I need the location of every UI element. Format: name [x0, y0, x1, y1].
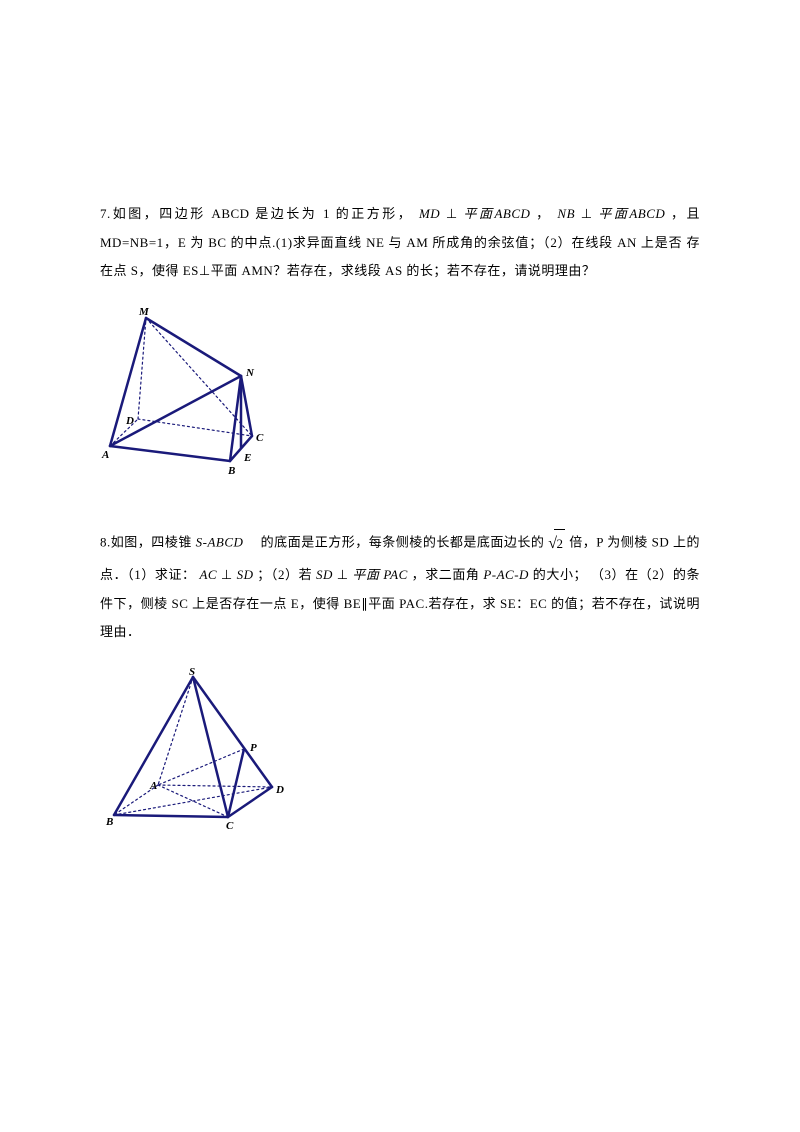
p7-perp2-right: 平面ABCD — [598, 206, 665, 221]
svg-text:D: D — [275, 784, 284, 796]
p7-perp2-left: NB — [557, 206, 575, 221]
svg-text:C: C — [256, 432, 264, 444]
problem-8-text: 8.如图，四棱锥 S-ABCD 的底面是正方形，每条侧棱的长都是底面边长的 √2… — [100, 526, 700, 647]
perp-symbol: ⊥ — [221, 567, 233, 582]
p8-perp3-right: SD — [237, 567, 254, 582]
svg-text:B: B — [105, 816, 113, 828]
svg-text:A: A — [101, 449, 109, 461]
svg-text:E: E — [243, 452, 251, 464]
figure-7-svg: A B C D M N E — [100, 306, 280, 476]
p7-perp1-right: 平面ABCD — [463, 206, 530, 221]
svg-text:B: B — [227, 465, 235, 476]
p8-line2-end: ，求二面角 — [412, 567, 484, 582]
p8-pacd: P-AC-D — [483, 567, 529, 582]
p7-text-1: 7.如图，四边形 ABCD 是边长为 1 的正方形， — [100, 206, 413, 221]
p8-sabcd: S-ABCD — [196, 534, 244, 549]
svg-text:A: A — [149, 780, 157, 792]
p8-text-after1: 倍，P 为侧棱 — [569, 534, 648, 549]
p8-sep2: ；（2）若 — [257, 567, 316, 582]
sqrt-2: √2 — [548, 526, 565, 561]
problem-7-text: 7.如图，四边形 ABCD 是边长为 1 的正方形， MD ⊥ 平面ABCD ，… — [100, 200, 700, 286]
problem-7: 7.如图，四边形 ABCD 是边长为 1 的正方形， MD ⊥ 平面ABCD ，… — [100, 200, 700, 476]
p7-perp1-left: MD — [419, 206, 440, 221]
svg-text:M: M — [138, 306, 150, 318]
svg-text:S: S — [189, 667, 195, 678]
perp-symbol: ⊥ — [337, 567, 349, 582]
svg-text:C: C — [226, 820, 234, 832]
p8-text-mid: 的底面是正方形，每条侧棱的长都是底面边长的 — [247, 534, 544, 549]
figure-7: A B C D M N E — [100, 306, 700, 476]
perp-symbol: ⊥ — [581, 206, 593, 221]
perp-symbol: ⊥ — [446, 206, 458, 221]
p8-perp3-left: AC — [199, 567, 217, 582]
p8-text-1: 8.如图，四棱锥 — [100, 534, 196, 549]
svg-text:P: P — [250, 742, 257, 754]
p8-perp4-right: 平面 PAC — [352, 567, 407, 582]
figure-8: S A B C D P — [100, 667, 700, 837]
figure-8-svg: S A B C D P — [100, 667, 290, 837]
p8-perp4-left: SD — [316, 567, 333, 582]
svg-text:D: D — [125, 415, 134, 427]
p7-sep1: ， — [536, 206, 557, 221]
p7-line2: MD=NB=1，E 为 BC 的中点.(1)求异面直线 NE 与 AM 所成角的… — [100, 235, 682, 250]
p8-line2-after: 的大小； — [533, 567, 587, 582]
problem-8: 8.如图，四棱锥 S-ABCD 的底面是正方形，每条侧棱的长都是底面边长的 √2… — [100, 526, 700, 837]
p7-text-after1: ，且 — [671, 206, 700, 221]
svg-text:N: N — [245, 367, 255, 379]
